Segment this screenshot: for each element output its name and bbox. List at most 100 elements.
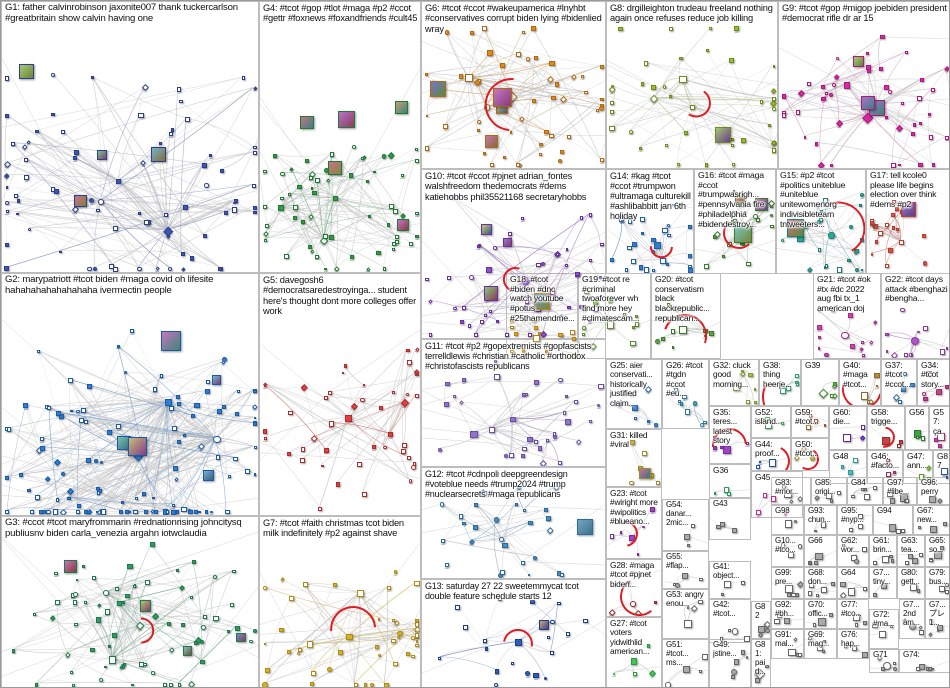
graph-node[interactable] (754, 677, 760, 683)
graph-node[interactable] (443, 123, 449, 130)
group-cell-g66[interactable]: G66 (804, 535, 837, 567)
graph-node[interactable] (599, 64, 605, 69)
graph-node[interactable] (176, 439, 182, 445)
graph-node[interactable] (634, 314, 638, 318)
group-cell-g38[interactable]: ▪▪▪▪ G38: thing heerje... (759, 359, 801, 406)
graph-node[interactable] (654, 242, 661, 249)
graph-node[interactable] (690, 104, 696, 110)
graph-node[interactable] (756, 464, 761, 469)
graph-node[interactable] (875, 384, 879, 388)
graph-node[interactable] (453, 306, 457, 311)
graph-node[interactable] (444, 30, 450, 35)
graph-node[interactable] (732, 163, 736, 167)
graph-node[interactable] (894, 206, 899, 211)
graph-node[interactable] (597, 403, 601, 408)
user-avatar-thumbnail[interactable] (211, 375, 222, 385)
graph-node[interactable] (684, 534, 690, 540)
graph-node[interactable] (580, 75, 585, 79)
graph-node[interactable] (462, 521, 466, 526)
graph-node[interactable] (318, 506, 323, 511)
graph-node[interactable] (919, 553, 923, 557)
graph-node[interactable] (922, 392, 927, 397)
graph-node[interactable] (79, 417, 85, 423)
graph-node[interactable] (6, 427, 12, 432)
graph-node[interactable] (593, 299, 599, 305)
graph-node[interactable] (152, 496, 155, 500)
graph-node[interactable] (383, 267, 387, 271)
graph-node[interactable] (753, 388, 757, 391)
graph-node[interactable] (660, 258, 666, 264)
graph-node[interactable] (527, 437, 533, 443)
graph-node[interactable] (922, 233, 926, 238)
graph-node[interactable] (549, 60, 555, 67)
group-cell-g10b[interactable]: G10... #tco... (771, 535, 804, 567)
graph-node[interactable] (127, 564, 133, 570)
graph-node[interactable] (483, 638, 488, 643)
graph-node[interactable] (4, 200, 10, 206)
graph-node[interactable] (241, 76, 246, 80)
graph-node[interactable] (583, 288, 589, 294)
graph-node[interactable] (393, 570, 398, 574)
graph-node[interactable] (780, 421, 784, 425)
graph-node[interactable] (59, 250, 62, 254)
graph-node[interactable] (702, 654, 708, 660)
graph-node[interactable] (499, 536, 505, 542)
graph-node[interactable] (692, 401, 698, 406)
graph-node[interactable] (641, 231, 645, 235)
group-cell-g28[interactable]: ▪▪▪▪ G28: #maga #tcot #pjnet biden... (606, 559, 662, 617)
graph-node[interactable] (772, 107, 776, 111)
group-cell-g83[interactable]: G83: #mor... (771, 477, 811, 505)
graph-node[interactable] (788, 551, 795, 559)
graph-node[interactable] (139, 662, 144, 667)
graph-node[interactable] (870, 221, 874, 225)
graph-node[interactable] (926, 477, 932, 482)
group-cell-g7[interactable]: ▪▪▪▪▪▪▪▪▪▪▪▪▪▪▪▪▪▪▪▪▪▪▪▪▪▪▪▪▪▪▪▪▪▪▪▪G7: … (259, 516, 421, 687)
graph-node[interactable] (510, 349, 514, 353)
graph-node[interactable] (425, 72, 429, 76)
graph-node[interactable] (823, 640, 826, 643)
user-avatar-thumbnail[interactable] (502, 237, 512, 247)
graph-node[interactable] (686, 606, 690, 609)
group-cell-g21[interactable]: ▪▪▪▪ ▪▪▪▪ G21: #tcot #ok #tx #dc 2022 aug … (813, 273, 881, 359)
graph-node[interactable] (99, 460, 104, 464)
group-cell-g79[interactable]: G79: bus... (925, 567, 949, 599)
graph-node[interactable] (314, 255, 319, 259)
graph-node[interactable] (896, 528, 902, 534)
graph-node[interactable] (898, 439, 904, 445)
user-avatar-thumbnail[interactable] (150, 147, 166, 163)
graph-node[interactable] (829, 163, 833, 167)
graph-node[interactable] (850, 343, 856, 349)
graph-node[interactable] (522, 446, 527, 452)
group-cell-g67[interactable]: G67: new... (913, 505, 949, 535)
graph-node[interactable] (828, 92, 833, 97)
graph-node[interactable] (879, 67, 884, 72)
graph-node[interactable] (488, 309, 492, 314)
graph-node[interactable] (364, 683, 368, 687)
graph-node[interactable] (393, 661, 398, 667)
graph-node[interactable] (574, 399, 579, 404)
graph-node[interactable] (636, 553, 640, 557)
group-cell-g80[interactable]: G80: gett... (897, 567, 925, 599)
graph-node[interactable] (879, 631, 886, 638)
graph-node[interactable] (843, 645, 847, 649)
graph-node[interactable] (643, 61, 649, 66)
graph-node[interactable] (305, 159, 310, 164)
graph-node[interactable] (862, 547, 868, 553)
graph-node[interactable] (831, 582, 835, 586)
graph-node[interactable] (467, 324, 472, 328)
graph-node[interactable] (797, 235, 804, 243)
group-cell-g92[interactable]: G92: #bh... (771, 599, 804, 629)
graph-node[interactable] (204, 388, 210, 395)
graph-node[interactable] (664, 143, 669, 148)
graph-node[interactable] (895, 227, 900, 232)
graph-node[interactable] (227, 630, 231, 634)
graph-node[interactable] (19, 473, 23, 477)
graph-node[interactable] (628, 129, 633, 134)
graph-node[interactable] (264, 668, 271, 674)
graph-node[interactable] (438, 448, 442, 452)
graph-node[interactable] (338, 650, 343, 655)
graph-node[interactable] (892, 199, 897, 204)
graph-node[interactable] (667, 303, 670, 306)
graph-node[interactable] (253, 629, 257, 633)
graph-node[interactable] (632, 326, 636, 330)
